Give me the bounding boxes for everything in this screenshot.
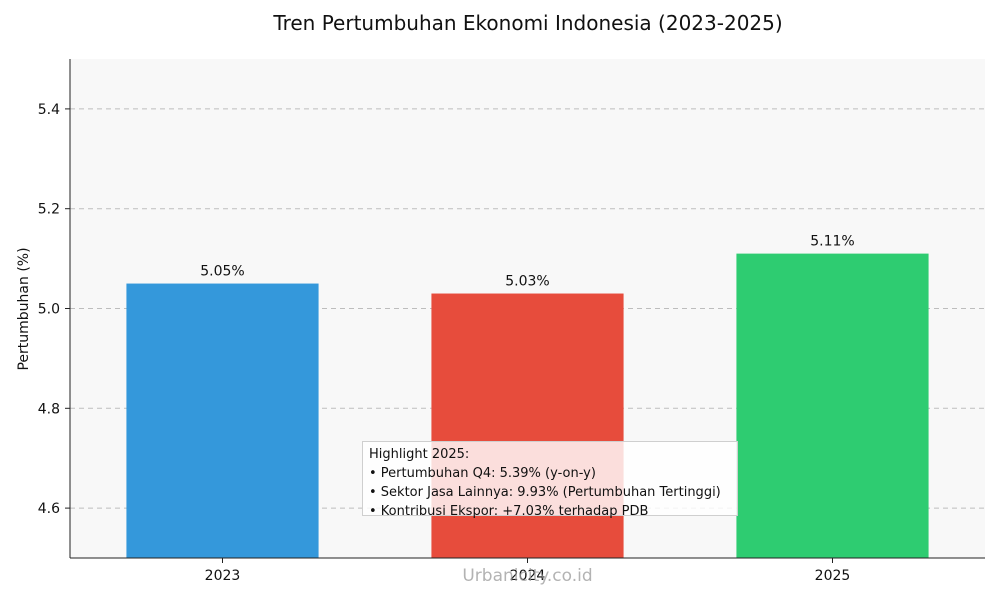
y-tick-label: 5.4: [38, 102, 60, 118]
bar-value-label: 5.11%: [810, 234, 854, 250]
highlight-line: • Sektor Jasa Lainnya: 9.93% (Pertumbuha…: [369, 485, 721, 500]
highlight-box: Highlight 2025: • Pertumbuhan Q4: 5.39% …: [362, 441, 738, 519]
y-axis-label: Pertumbuhan (%): [16, 247, 32, 370]
y-axis-ticks: 4.6 4.8 5.0 5.2 5.4: [38, 102, 70, 517]
chart-title: Tren Pertumbuhan Ekonomi Indonesia (2023…: [272, 11, 782, 35]
x-tick-label: 2023: [205, 568, 241, 584]
highlight-line: • Pertumbuhan Q4: 5.39% (y-on-y): [369, 466, 596, 481]
bar-2025: [736, 253, 929, 559]
x-axis-ticks: 2023 2024 2025: [205, 558, 851, 584]
bar-value-label: 5.05%: [200, 264, 244, 280]
y-tick-label: 4.6: [38, 501, 60, 517]
x-tick-label: 2025: [815, 568, 851, 584]
watermark: Urbanicity.co.id: [462, 566, 593, 586]
highlight-line: • Kontribusi Ekspor: +7.03% terhadap PDB: [369, 504, 649, 519]
bar-value-label: 5.03%: [505, 274, 549, 290]
highlight-title: Highlight 2025:: [369, 447, 470, 462]
y-tick-label: 4.8: [38, 401, 60, 417]
y-tick-label: 5.0: [38, 302, 60, 318]
x-tick-label: 2024: [510, 568, 546, 584]
bar-2023: [126, 283, 319, 558]
y-tick-label: 5.2: [38, 202, 60, 218]
